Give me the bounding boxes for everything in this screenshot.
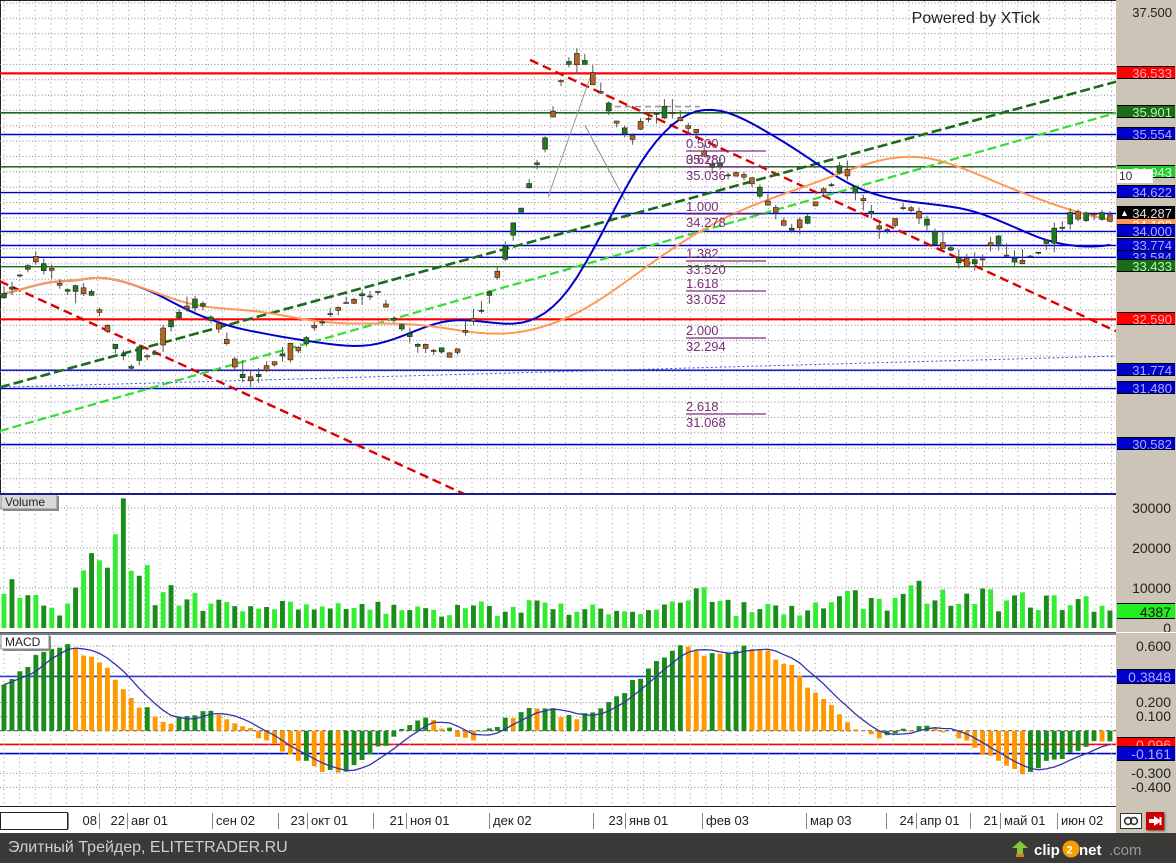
svg-text:34.278: 34.278 — [686, 215, 726, 230]
svg-text:net: net — [1079, 842, 1102, 859]
svg-text:2: 2 — [1067, 845, 1073, 857]
svg-text:2.618: 2.618 — [686, 399, 719, 414]
svg-text:1.618: 1.618 — [686, 276, 719, 291]
svg-text:MACD: MACD — [5, 635, 41, 649]
svg-text:35.036: 35.036 — [686, 168, 726, 183]
svg-text:1.000: 1.000 — [686, 199, 719, 214]
svg-text:0.618: 0.618 — [686, 152, 719, 167]
svg-text:1.382: 1.382 — [686, 246, 719, 261]
svg-text:0.500: 0.500 — [686, 136, 719, 151]
svg-text:.com: .com — [1109, 842, 1142, 859]
svg-text:clip: clip — [1034, 842, 1060, 859]
svg-text:2.000: 2.000 — [686, 323, 719, 338]
svg-text:31.068: 31.068 — [686, 415, 726, 430]
svg-text:33.520: 33.520 — [686, 262, 726, 277]
svg-text:32.294: 32.294 — [686, 339, 726, 354]
svg-text:33.052: 33.052 — [686, 292, 726, 307]
svg-text:Powered by XTick: Powered by XTick — [912, 10, 1041, 27]
svg-text:Volume: Volume — [5, 495, 45, 509]
